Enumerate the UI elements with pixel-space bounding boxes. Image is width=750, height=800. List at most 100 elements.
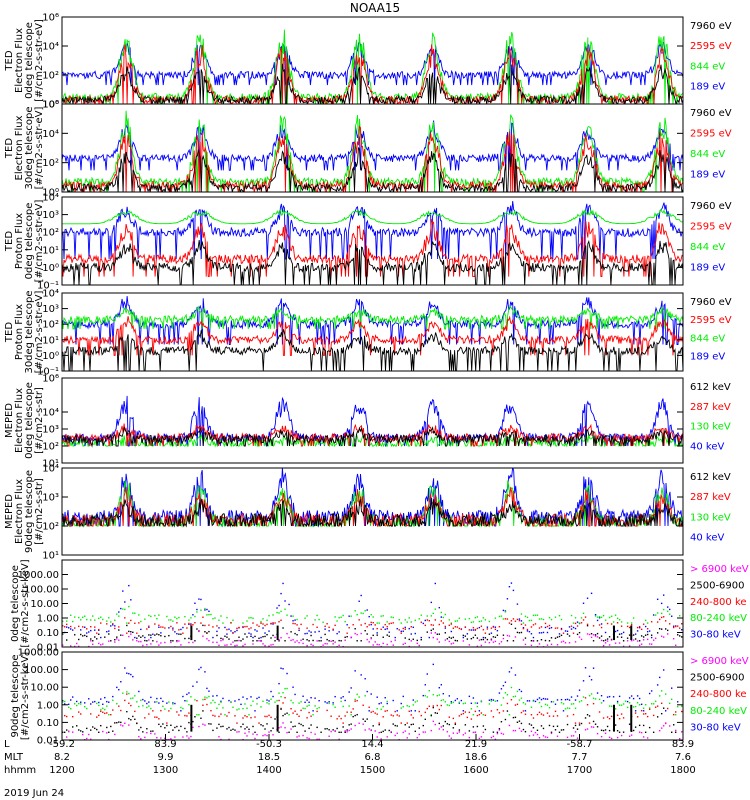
point (550, 637, 553, 639)
point (574, 622, 577, 625)
point (574, 627, 577, 630)
point (448, 723, 451, 726)
point (332, 629, 334, 631)
point (468, 617, 471, 620)
y-tick-label: 10³ (42, 210, 59, 221)
point (542, 727, 545, 730)
point (538, 632, 541, 634)
point (114, 733, 116, 736)
point (84, 702, 86, 704)
point (138, 640, 140, 643)
point (332, 729, 334, 731)
point (626, 706, 629, 709)
point (588, 715, 591, 717)
series-7-1 (62, 605, 681, 624)
point (408, 627, 410, 630)
point (386, 628, 388, 630)
point (452, 732, 455, 734)
point (308, 640, 310, 642)
point (432, 636, 434, 639)
point (398, 629, 400, 631)
point (492, 735, 495, 738)
point (212, 695, 214, 697)
point (532, 700, 535, 702)
x-tick-label-mlt: 9.9 (158, 752, 174, 763)
point (286, 672, 288, 675)
legend-entry: 30-80 keV (690, 630, 741, 641)
point (312, 714, 314, 716)
point (422, 694, 424, 697)
point (482, 636, 485, 639)
series-line (62, 41, 683, 86)
point (240, 640, 242, 642)
point (238, 731, 240, 733)
point (676, 705, 679, 708)
point (480, 644, 483, 647)
legend-entry: 240-800 ke (690, 597, 747, 608)
point (422, 731, 424, 733)
point (622, 731, 625, 733)
point (112, 699, 114, 701)
point (382, 636, 384, 638)
point (552, 701, 555, 703)
legend-entry: 612 keV (690, 472, 731, 483)
point (272, 695, 274, 698)
point (184, 615, 186, 618)
point (88, 645, 90, 647)
point (410, 710, 412, 712)
point (440, 620, 443, 622)
point (516, 631, 519, 634)
point (574, 724, 577, 727)
point (472, 629, 475, 631)
point (548, 724, 551, 727)
point (170, 619, 172, 621)
y-tick-label: 1000.00 (18, 648, 59, 659)
point (628, 702, 631, 704)
point (328, 735, 330, 737)
point (258, 637, 260, 640)
point (504, 692, 507, 694)
point (206, 638, 208, 640)
point (388, 623, 390, 625)
point (482, 731, 485, 734)
point (340, 640, 342, 642)
point (450, 637, 453, 639)
point (226, 628, 228, 631)
point (188, 637, 190, 640)
point (242, 707, 244, 710)
point (238, 698, 240, 701)
point (366, 609, 368, 611)
point (518, 699, 521, 701)
point (340, 717, 342, 720)
y-axis-label-line: 90deg telescope (10, 654, 21, 737)
point (106, 705, 108, 707)
point (86, 635, 88, 638)
point (520, 711, 523, 714)
point (370, 637, 372, 640)
point (272, 727, 274, 729)
point (238, 626, 240, 629)
y-axis-label-line: 0deg telescope (24, 203, 35, 280)
point (438, 606, 441, 609)
point (262, 734, 264, 737)
point (90, 703, 92, 705)
panel-frame (61, 103, 684, 193)
point (364, 729, 366, 731)
point (136, 632, 138, 634)
point (340, 697, 342, 699)
series-8-3 (62, 706, 677, 734)
point (220, 701, 222, 703)
point (418, 644, 420, 647)
point (354, 670, 356, 672)
point (554, 729, 557, 731)
point (632, 706, 635, 708)
point (674, 731, 677, 734)
point (176, 711, 178, 713)
point (66, 715, 68, 718)
point (382, 716, 384, 718)
point (236, 639, 238, 642)
legend-entry: 844 eV (690, 149, 725, 160)
point (664, 628, 667, 630)
point (308, 630, 310, 632)
point (548, 715, 551, 717)
